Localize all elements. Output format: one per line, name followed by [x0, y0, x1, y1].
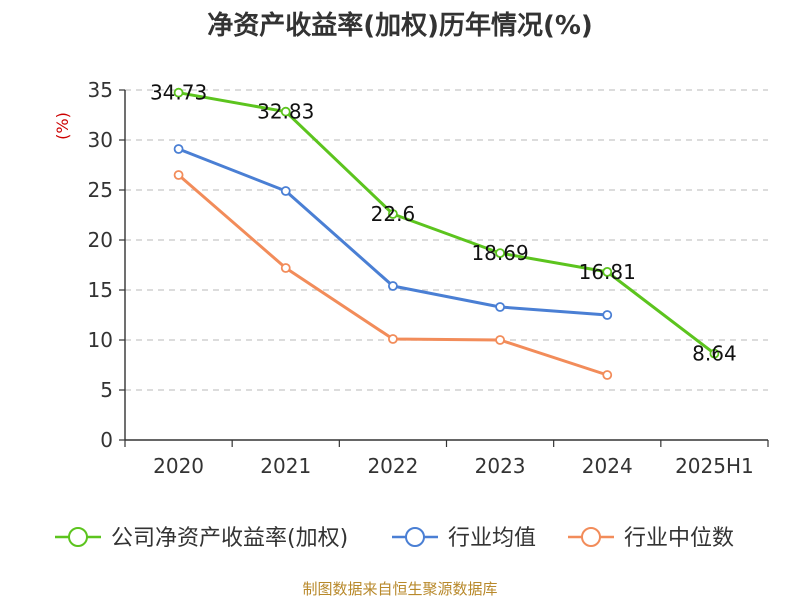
x-tick-label: 2021 [260, 454, 311, 478]
series-line [178, 91, 716, 355]
grid [125, 89, 768, 391]
x-tick-label: 2020 [153, 454, 204, 478]
x-tick-label: 2025H1 [675, 454, 754, 478]
y-axis-unit: (%) [53, 112, 72, 140]
data-point [173, 170, 184, 180]
data-point [495, 302, 505, 312]
legend-label: 公司净资产收益率(加权) [111, 526, 348, 551]
y-tick-label: 20 [88, 228, 113, 252]
data-point [602, 370, 613, 380]
legend-marker [581, 527, 601, 547]
axes: 0 5 10 15 20 25 30 35 2020 2021 2022 2023 2024 2025H1 [88, 78, 769, 478]
legend-label: 行业中位数 [624, 526, 734, 551]
data-point [709, 348, 720, 359]
data-labels: 34.73 32.83 22.6 18.69 16.81 8.64 [150, 81, 737, 366]
data-point [388, 209, 398, 219]
data-point [495, 335, 505, 345]
y-tick-label: 30 [88, 128, 113, 152]
legend-label: 行业均值 [448, 526, 536, 551]
data-point [280, 263, 291, 273]
y-tick-label: 35 [88, 78, 113, 102]
x-tick-label: 2022 [367, 454, 418, 478]
data-label: 32.83 [257, 100, 314, 124]
y-tick-label: 5 [100, 378, 113, 402]
data-point [602, 266, 613, 277]
x-tick-label: 2023 [475, 454, 526, 478]
data-point [280, 106, 291, 117]
y-tick-label: 0 [100, 428, 113, 452]
data-point [173, 87, 184, 98]
x-tick-label: 2024 [582, 454, 633, 478]
y-tick-label: 10 [88, 328, 113, 352]
data-label: 16.81 [579, 260, 636, 284]
data-point [280, 186, 291, 196]
source-note: 制图数据来自恒生聚源数据库 [302, 580, 497, 598]
series [173, 87, 720, 380]
data-label: 8.64 [692, 342, 737, 366]
data-label: 18.69 [471, 241, 528, 265]
data-point [602, 310, 613, 320]
y-tick-label: 15 [88, 278, 113, 302]
data-point [388, 281, 398, 291]
legend-marker [68, 527, 88, 547]
legend-marker [405, 527, 425, 547]
data-point [388, 334, 398, 344]
data-point [495, 248, 505, 259]
y-tick-label: 25 [88, 178, 113, 202]
data-label: 22.6 [371, 202, 416, 226]
data-label: 34.73 [150, 81, 207, 105]
data-point [173, 144, 184, 154]
chart-title: 净资产收益率(加权)历年情况(%) [207, 10, 593, 41]
legend: 公司净资产收益率(加权) 行业均值 行业中位数 [55, 526, 734, 551]
